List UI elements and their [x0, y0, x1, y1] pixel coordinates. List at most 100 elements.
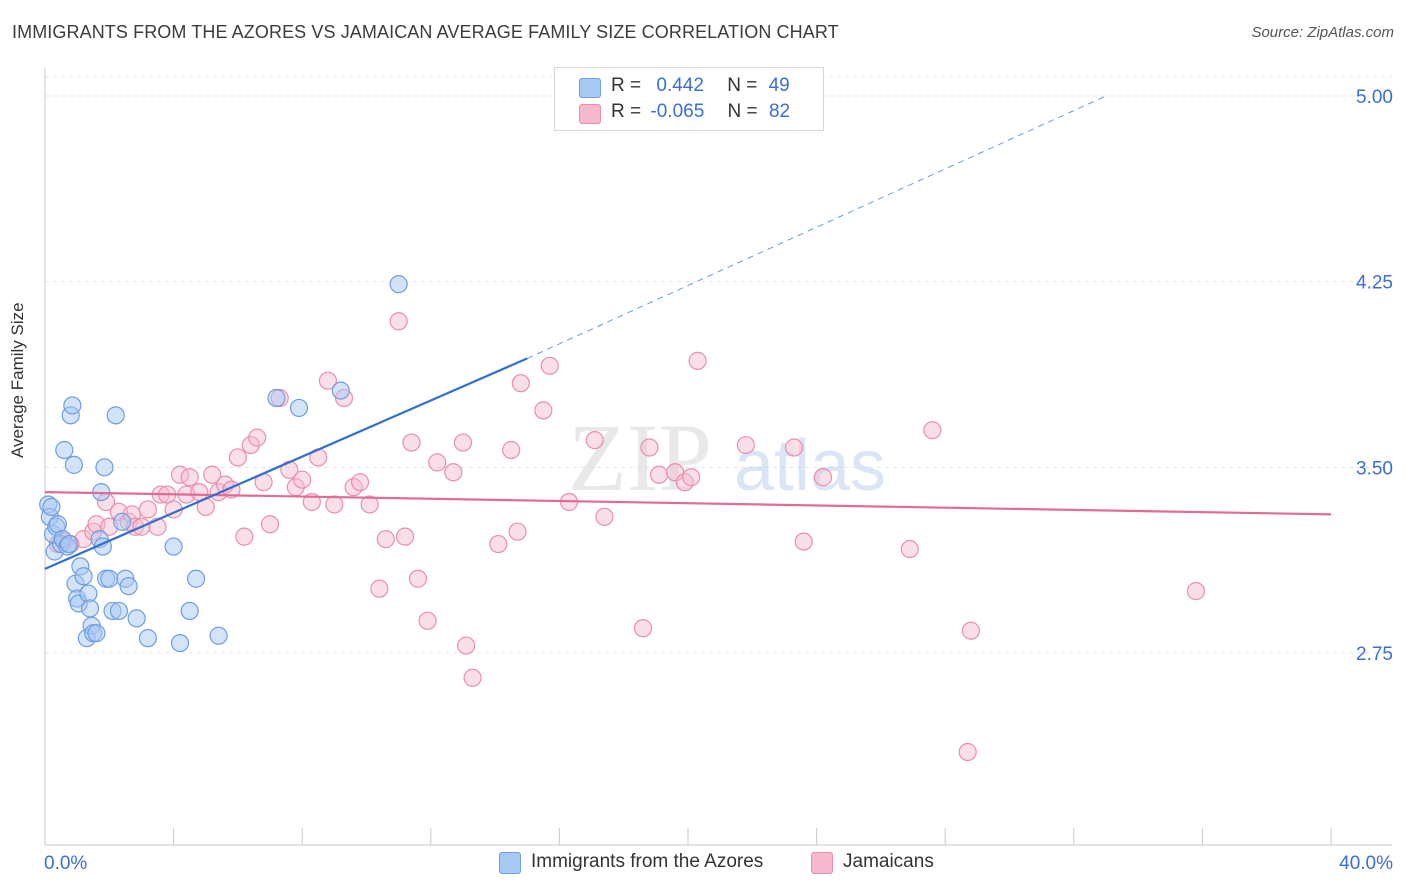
jamaicans-point [350, 473, 370, 492]
azores-point [209, 626, 228, 645]
jamaicans-point [138, 500, 157, 519]
jamaicans-point [180, 468, 199, 487]
azores-trend-line [44, 357, 528, 570]
azores-point [389, 275, 408, 294]
y-tick-label: 4.25 [1356, 273, 1393, 294]
jamaicans-point [649, 465, 669, 484]
azores-point [87, 624, 106, 643]
watermark-zip: ZIP [568, 404, 712, 511]
jamaicans-point [457, 636, 476, 655]
azores-point [100, 569, 119, 588]
azores-point [106, 406, 125, 425]
jamaicans-swatch [811, 852, 833, 874]
jamaicans-point [463, 668, 482, 687]
y-tick-label: 5.00 [1356, 87, 1393, 108]
azores-point [127, 609, 146, 628]
azores-point [42, 497, 61, 517]
correlation-legend: R = 0.442 N = 49 R = -0.065 N = 82 [554, 67, 824, 131]
azores-point [95, 458, 114, 477]
jamaicans-point [360, 495, 379, 514]
jamaicans-point [235, 527, 254, 546]
jamaicans-point [534, 401, 553, 420]
azores-point [55, 440, 74, 460]
jamaicans-point [585, 431, 604, 450]
azores-swatch [579, 78, 601, 98]
legend-n-label: N = [727, 75, 758, 96]
legend-n-value: 49 [768, 75, 790, 96]
jamaicans-trend-line [44, 490, 1332, 516]
jamaicans-point [293, 470, 312, 489]
jamaicans-point [203, 465, 222, 484]
jamaicans-point [453, 433, 473, 452]
y-tick-label: 2.75 [1356, 644, 1393, 665]
azores-point [187, 569, 206, 588]
jamaicans-point [248, 428, 267, 447]
azores-point [138, 629, 157, 648]
azores-legend-label: Immigrants from the Azores [531, 851, 764, 872]
jamaicans-point [408, 569, 428, 588]
grid-lines [45, 76, 1392, 654]
azores-point [170, 633, 190, 653]
jamaicans-point [736, 435, 755, 455]
trend-lines [44, 95, 1332, 570]
jamaicans-point [511, 374, 530, 393]
jamaicans-point [640, 438, 659, 457]
x-tick-label-max: 40.0% [1339, 853, 1393, 874]
jamaicans-point [376, 530, 395, 549]
jamaicans-point [813, 468, 833, 487]
legend-r-label: R = [611, 75, 642, 96]
chart-title: IMMIGRANTS FROM THE AZORES VS JAMAICAN A… [12, 22, 839, 42]
azores-trend-extension [527, 95, 1107, 359]
source-label: Source: ZipAtlas.com [1251, 24, 1394, 41]
legend-r-label: R = [611, 101, 642, 122]
azores-points [39, 275, 408, 653]
jamaicans-point [502, 440, 521, 460]
watermark-atlas: atlas [734, 426, 886, 506]
jamaicans-point [682, 468, 701, 487]
jamaicans-point [402, 433, 421, 452]
azores-point [164, 537, 183, 556]
legend-r-value: -0.065 [650, 101, 705, 122]
jamaicans-point [958, 742, 977, 762]
axes [44, 68, 1392, 846]
azores-point [74, 567, 93, 586]
jamaicans-point [595, 507, 614, 526]
jamaicans-point [633, 619, 653, 638]
jamaicans-point [1186, 582, 1206, 601]
jamaicans-point [370, 579, 389, 598]
jamaicans-point [923, 421, 942, 440]
jamaicans-point [540, 356, 559, 375]
azores-point [267, 388, 286, 408]
y-tick-label: 3.50 [1356, 458, 1393, 479]
azores-point [180, 601, 199, 621]
jamaicans-point [260, 515, 280, 534]
jamaicans-swatch [579, 104, 601, 124]
jamaicans-point [794, 532, 813, 551]
x-tick-label-min: 0.0% [44, 853, 87, 874]
tick-labels: 2.75 3.50 4.25 5.00 0.0% 40.0% [44, 87, 1393, 874]
legend-n-label: N = [727, 101, 758, 122]
legend-n-value: 82 [768, 101, 791, 122]
jamaicans-point [508, 522, 527, 541]
azores-point [119, 577, 138, 596]
jamaicans-point [444, 463, 463, 482]
azores-point [109, 601, 129, 621]
jamaicans-point [489, 534, 508, 554]
jamaicans-legend-label: Jamaicans [843, 851, 934, 872]
jamaicans-point [418, 611, 437, 630]
jamaicans-point [428, 453, 447, 472]
jamaicans-point [900, 539, 919, 559]
jamaicans-points [48, 312, 1206, 762]
azores-point [60, 534, 79, 554]
jamaicans-point [784, 438, 804, 457]
jamaicans-point [325, 495, 344, 514]
jamaicans-point [961, 621, 981, 640]
jamaicans-point [228, 448, 247, 467]
jamaicans-point [395, 527, 415, 546]
azores-point [80, 599, 100, 618]
jamaicans-point [241, 435, 260, 455]
azores-swatch [499, 852, 521, 874]
azores-point [289, 398, 309, 418]
jamaicans-point [318, 371, 338, 390]
